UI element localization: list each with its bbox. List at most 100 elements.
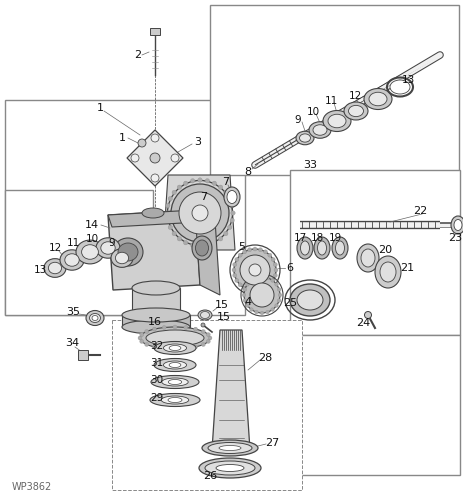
- Circle shape: [270, 308, 274, 312]
- Circle shape: [190, 243, 194, 248]
- Text: 10: 10: [85, 234, 98, 244]
- Circle shape: [232, 262, 236, 266]
- Ellipse shape: [216, 464, 244, 471]
- Text: 16: 16: [148, 317, 162, 327]
- Ellipse shape: [300, 241, 309, 255]
- Circle shape: [274, 268, 277, 272]
- Circle shape: [274, 282, 278, 286]
- Circle shape: [138, 336, 142, 340]
- Circle shape: [274, 304, 278, 308]
- Bar: [78, 350, 88, 360]
- Ellipse shape: [171, 184, 229, 242]
- Circle shape: [171, 154, 179, 162]
- Ellipse shape: [356, 244, 378, 272]
- Ellipse shape: [313, 237, 329, 259]
- Circle shape: [218, 185, 222, 190]
- Circle shape: [168, 225, 172, 230]
- Ellipse shape: [250, 283, 274, 307]
- Ellipse shape: [244, 277, 279, 313]
- Bar: [150, 28, 160, 35]
- Ellipse shape: [111, 248, 133, 268]
- Ellipse shape: [379, 262, 395, 282]
- Circle shape: [172, 190, 176, 194]
- Circle shape: [243, 299, 246, 302]
- Ellipse shape: [168, 398, 181, 402]
- Circle shape: [265, 310, 269, 314]
- Circle shape: [193, 345, 197, 349]
- Ellipse shape: [161, 396, 188, 404]
- Ellipse shape: [154, 342, 195, 354]
- Text: 1: 1: [96, 103, 103, 113]
- Text: 32: 32: [150, 341, 163, 351]
- Ellipse shape: [122, 320, 189, 334]
- Ellipse shape: [169, 346, 181, 350]
- Ellipse shape: [327, 114, 345, 128]
- Text: 4: 4: [244, 297, 251, 307]
- Circle shape: [139, 340, 144, 344]
- Circle shape: [230, 204, 234, 208]
- Circle shape: [183, 240, 188, 245]
- Text: WP3862: WP3862: [12, 482, 52, 492]
- Ellipse shape: [154, 358, 195, 372]
- Circle shape: [218, 236, 222, 241]
- Circle shape: [232, 268, 236, 272]
- Ellipse shape: [162, 378, 188, 386]
- Ellipse shape: [96, 238, 120, 258]
- Text: 21: 21: [399, 263, 413, 273]
- Circle shape: [201, 330, 205, 334]
- Circle shape: [270, 278, 275, 282]
- Circle shape: [247, 248, 251, 252]
- Circle shape: [247, 288, 251, 292]
- Circle shape: [173, 325, 176, 329]
- Circle shape: [205, 178, 209, 183]
- Circle shape: [242, 286, 246, 290]
- Circle shape: [243, 288, 246, 291]
- Ellipse shape: [122, 308, 189, 322]
- Polygon shape: [194, 210, 219, 295]
- Ellipse shape: [89, 314, 100, 322]
- Ellipse shape: [205, 461, 255, 475]
- Text: 13: 13: [33, 265, 46, 275]
- Ellipse shape: [343, 102, 367, 120]
- Ellipse shape: [332, 237, 347, 259]
- Ellipse shape: [308, 122, 330, 138]
- Circle shape: [238, 253, 242, 257]
- Ellipse shape: [150, 376, 199, 388]
- Polygon shape: [108, 210, 200, 290]
- Circle shape: [242, 293, 245, 297]
- Text: 31: 31: [150, 358, 163, 368]
- Ellipse shape: [140, 327, 210, 349]
- Circle shape: [138, 139, 146, 147]
- Text: 9: 9: [108, 238, 115, 248]
- Circle shape: [254, 276, 258, 280]
- Circle shape: [183, 181, 188, 186]
- Ellipse shape: [219, 446, 240, 450]
- Circle shape: [177, 236, 181, 241]
- Ellipse shape: [76, 240, 104, 264]
- Circle shape: [144, 330, 148, 334]
- Ellipse shape: [226, 190, 237, 203]
- Circle shape: [277, 299, 280, 302]
- Circle shape: [277, 288, 280, 291]
- Text: 33: 33: [302, 160, 316, 170]
- Ellipse shape: [115, 252, 128, 264]
- Circle shape: [254, 310, 258, 314]
- Ellipse shape: [60, 250, 84, 270]
- Text: 1: 1: [118, 133, 125, 143]
- Text: 29: 29: [150, 393, 163, 403]
- Text: 23: 23: [447, 233, 461, 243]
- Circle shape: [200, 323, 205, 327]
- Circle shape: [242, 250, 246, 254]
- Circle shape: [190, 178, 194, 183]
- Polygon shape: [127, 130, 182, 186]
- Text: 7: 7: [222, 177, 229, 187]
- Ellipse shape: [374, 256, 400, 288]
- Text: 12: 12: [48, 243, 62, 253]
- Ellipse shape: [199, 458, 260, 478]
- Ellipse shape: [146, 330, 204, 346]
- Circle shape: [258, 288, 262, 292]
- Text: 20: 20: [377, 245, 391, 255]
- Ellipse shape: [163, 361, 186, 369]
- Circle shape: [165, 204, 169, 208]
- Circle shape: [267, 283, 271, 287]
